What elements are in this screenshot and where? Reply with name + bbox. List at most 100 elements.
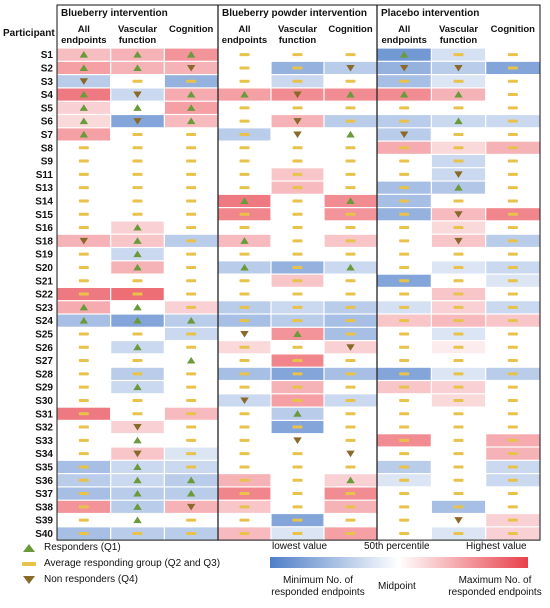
- average-marker: [292, 372, 303, 376]
- heatmap-row: [57, 527, 540, 540]
- average-marker: [507, 385, 518, 389]
- average-marker: [186, 398, 197, 402]
- average-marker: [507, 372, 518, 376]
- heatmap-row: [57, 261, 540, 274]
- heatmap-row: [57, 394, 540, 407]
- average-marker: [345, 412, 356, 416]
- responder-marker: [186, 117, 196, 125]
- average-marker: [186, 465, 197, 469]
- participant-label: S2: [41, 63, 54, 74]
- average-marker: [399, 159, 410, 163]
- average-marker: [453, 132, 464, 136]
- nonresponder-marker: [454, 211, 463, 218]
- average-marker: [345, 159, 356, 163]
- heatmap-row: [57, 115, 540, 128]
- heatmap-row: [57, 434, 540, 447]
- responder-marker: [240, 237, 249, 244]
- average-marker: [78, 199, 89, 203]
- average-marker: [345, 252, 356, 256]
- average-marker: [292, 452, 303, 456]
- responder-marker: [79, 130, 89, 138]
- average-marker: [507, 359, 518, 363]
- responder-marker: [186, 51, 196, 58]
- average-marker: [186, 252, 197, 256]
- average-marker: [399, 505, 410, 509]
- average-marker: [239, 132, 250, 136]
- average-marker: [186, 159, 197, 163]
- average-marker: [507, 518, 518, 522]
- average-marker: [453, 345, 464, 349]
- average-marker: [78, 505, 89, 509]
- average-marker: [186, 438, 197, 442]
- average-marker: [292, 159, 303, 163]
- average-marker: [186, 212, 197, 216]
- average-marker: [239, 359, 250, 363]
- group-title: Blueberry powder intervention: [222, 8, 367, 19]
- average-marker: [399, 372, 410, 376]
- average-marker: [507, 345, 518, 349]
- average-marker: [345, 239, 356, 243]
- average-marker: [399, 425, 410, 429]
- average-marker: [399, 292, 410, 296]
- average-marker: [78, 438, 89, 442]
- average-marker: [453, 492, 464, 496]
- nonresponder-marker: [399, 131, 409, 139]
- average-marker: [186, 292, 197, 296]
- average-marker: [239, 119, 250, 123]
- average-marker: [507, 212, 518, 216]
- average-marker: [78, 385, 89, 389]
- column-header-line1: Vascular: [118, 24, 157, 35]
- average-marker: [132, 79, 143, 83]
- responder-marker: [79, 104, 89, 111]
- responder-marker: [133, 250, 142, 258]
- average-marker: [507, 199, 518, 203]
- participant-label: S11: [36, 170, 54, 181]
- average-marker: [399, 252, 410, 256]
- participant-label: S32: [35, 423, 53, 434]
- participant-label: S26: [35, 343, 53, 354]
- average-marker: [399, 239, 410, 243]
- average-marker: [399, 478, 410, 482]
- column-header-line1: All: [238, 24, 250, 35]
- average-marker: [239, 518, 250, 522]
- average-marker: [507, 172, 518, 176]
- average-marker: [345, 438, 356, 442]
- average-marker: [239, 438, 250, 442]
- participant-label: S16: [35, 223, 53, 234]
- column-header-line1: Vascular: [439, 24, 478, 35]
- average-marker: [399, 79, 410, 83]
- average-marker: [186, 132, 197, 136]
- average-marker: [78, 478, 89, 482]
- average-marker: [507, 66, 518, 70]
- responder-marker: [186, 476, 196, 484]
- column-header-line2: function: [440, 35, 478, 46]
- average-marker: [453, 438, 464, 442]
- heatmap-row: [57, 75, 540, 88]
- heatmap-row: [57, 61, 540, 74]
- average-marker: [507, 186, 518, 190]
- average-marker: [345, 492, 356, 496]
- average-marker: [453, 319, 464, 323]
- average-marker: [78, 159, 89, 163]
- nonresponder-marker: [454, 237, 463, 245]
- heatmap-row: [57, 381, 540, 394]
- responder-marker: [346, 263, 355, 271]
- average-marker: [292, 505, 303, 509]
- average-marker: [292, 398, 303, 402]
- average-marker: [345, 305, 356, 309]
- average-marker: [292, 319, 303, 323]
- average-marker: [453, 199, 464, 203]
- average-marker: [292, 478, 303, 482]
- responder-marker: [133, 64, 142, 71]
- average-marker: [345, 279, 356, 283]
- average-marker: [453, 279, 464, 283]
- participant-label: S5: [41, 103, 54, 114]
- responder-marker: [133, 383, 142, 391]
- heatmap-row: [57, 514, 540, 527]
- participant-label: S31: [35, 409, 53, 420]
- average-marker: [453, 412, 464, 416]
- responder-marker: [454, 117, 463, 125]
- average-marker: [453, 159, 464, 163]
- average-marker: [186, 332, 197, 336]
